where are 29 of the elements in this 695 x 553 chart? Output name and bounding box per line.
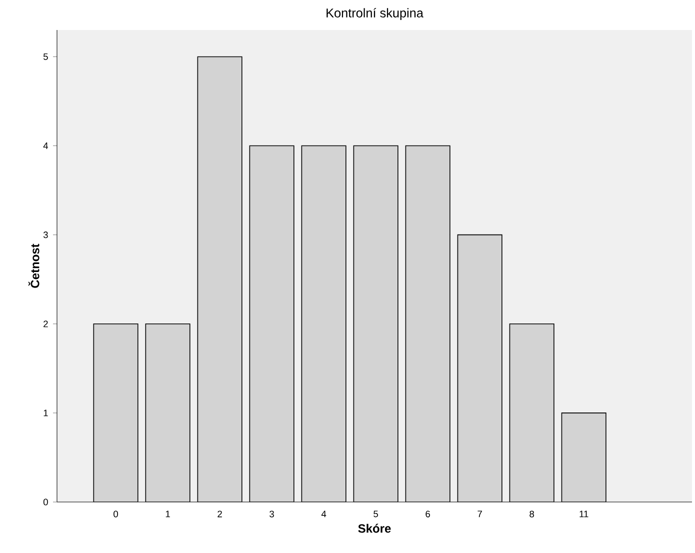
- bar: [301, 145, 346, 502]
- y-tick-label: 2: [44, 320, 48, 328]
- bar: [561, 412, 606, 502]
- x-axis-title: Skóre: [358, 524, 391, 533]
- y-tick-label: 0: [43, 498, 48, 506]
- x-tick-label: 7: [478, 510, 482, 518]
- bar: [509, 323, 554, 502]
- x-tick-label: 4: [321, 510, 326, 518]
- y-tick-label: 5: [43, 53, 48, 60]
- bar: [249, 145, 294, 502]
- x-tick-label: 2: [218, 510, 222, 518]
- bar: [405, 145, 450, 502]
- x-tick-label: 0: [114, 510, 118, 518]
- bar: [93, 323, 138, 502]
- x-tick-label: 6: [426, 510, 430, 518]
- x-tick-label: 5: [374, 510, 378, 518]
- x-tick-label: 11: [580, 510, 588, 518]
- chart-title: Kontrolní skupina: [326, 8, 424, 20]
- y-tick-label: 1: [44, 410, 48, 416]
- y-axis-title: Četnost: [28, 244, 40, 288]
- bar: [353, 145, 398, 502]
- y-tick-label: 3: [43, 232, 48, 238]
- bar: [145, 323, 190, 502]
- bar: [197, 56, 242, 502]
- x-tick-label: 3: [270, 510, 274, 518]
- y-tick-label: 4: [43, 142, 48, 149]
- x-tick-label: 1: [166, 510, 170, 518]
- bar: [457, 234, 502, 502]
- x-tick-label: 8: [530, 510, 534, 518]
